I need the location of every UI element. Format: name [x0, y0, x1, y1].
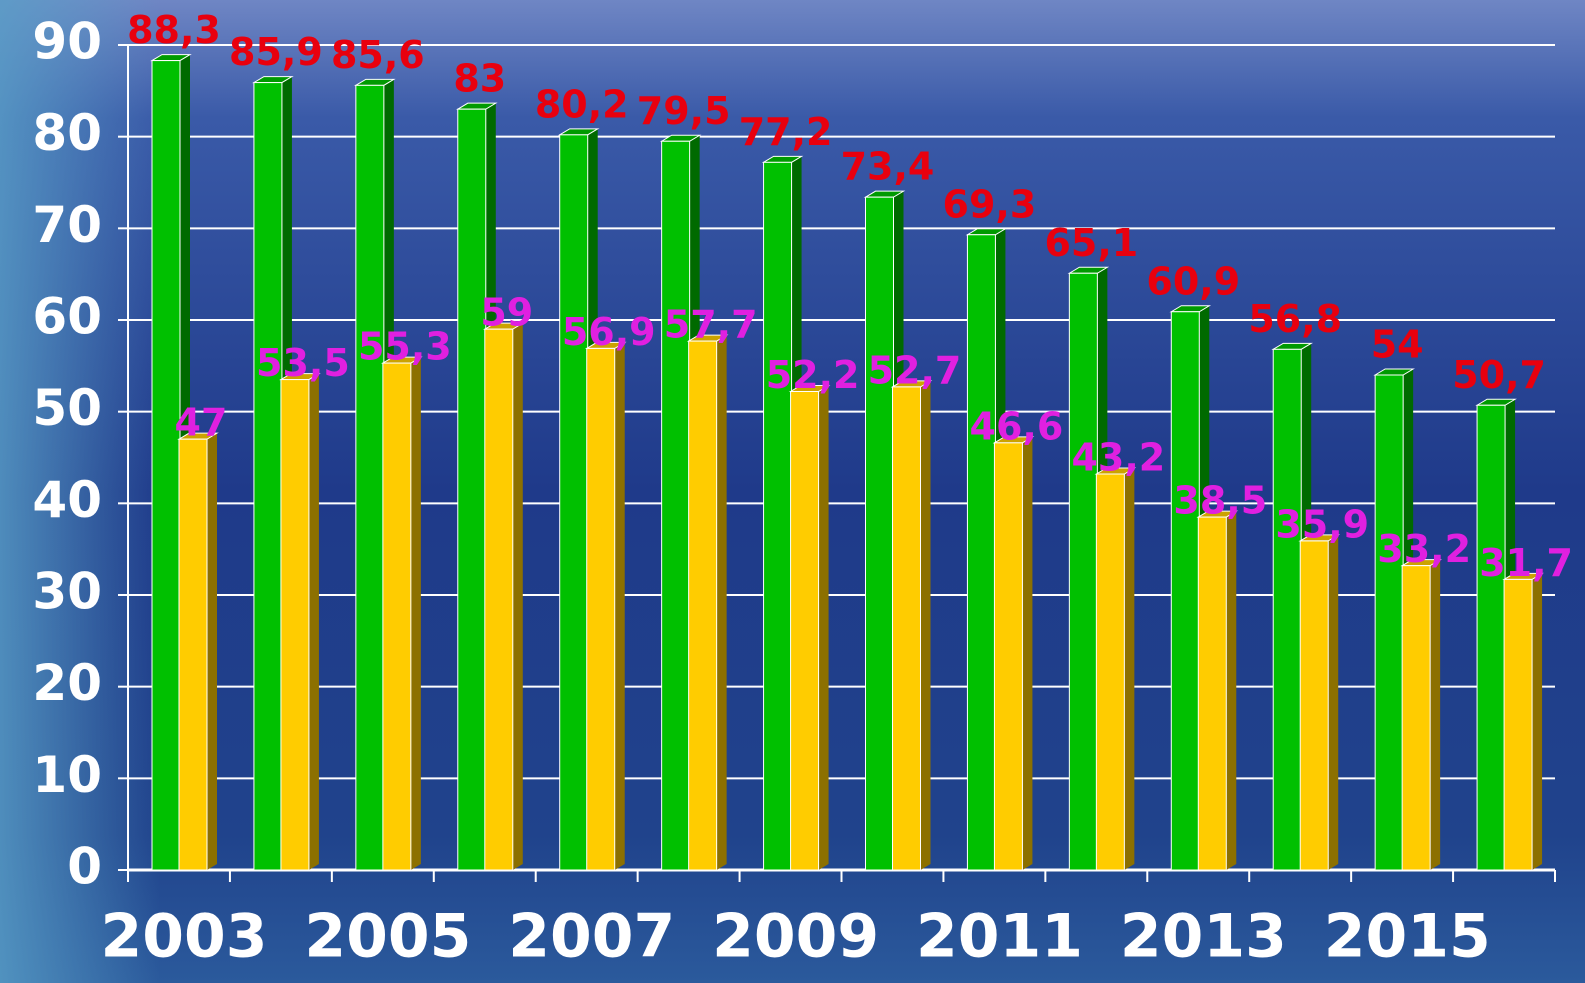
bar: [993, 442, 1023, 871]
y-tick-label: 10: [32, 746, 102, 804]
bar: [1503, 578, 1533, 871]
value-label: 56,9: [562, 310, 656, 354]
value-label: 56,8: [1248, 297, 1342, 341]
value-label: 54: [1371, 323, 1424, 367]
bar: [1374, 374, 1404, 871]
value-label: 80,2: [535, 82, 629, 126]
bar: [151, 60, 181, 871]
value-label: 47: [175, 401, 228, 445]
bar: [457, 108, 487, 871]
value-label: 60,9: [1146, 259, 1240, 303]
x-tick-label: 2009: [712, 902, 879, 972]
bar-side: [1022, 436, 1033, 870]
value-label: 53,5: [256, 341, 350, 385]
bar: [586, 347, 616, 871]
bar-side: [1430, 559, 1441, 870]
bar: [892, 386, 921, 871]
value-label: 52,2: [766, 353, 860, 397]
bar-side: [1124, 468, 1135, 870]
value-label: 52,7: [868, 348, 962, 392]
bar: [280, 379, 310, 871]
value-label: 59: [480, 291, 533, 335]
bar-side: [920, 380, 931, 870]
value-label: 55,3: [358, 325, 452, 369]
value-label: 38,5: [1173, 479, 1267, 523]
value-label: 43,2: [1071, 436, 1165, 480]
value-label: 65,1: [1044, 221, 1138, 265]
y-tick-label: 40: [32, 471, 102, 529]
bar-side: [716, 335, 727, 870]
bar: [661, 140, 691, 871]
value-label: 69,3: [943, 182, 1037, 226]
value-label: 33,2: [1377, 527, 1471, 571]
bar: [1095, 473, 1125, 871]
bar-side: [614, 342, 625, 871]
value-label: 85,9: [229, 30, 323, 74]
bar: [559, 134, 589, 871]
bar: [1299, 540, 1329, 871]
bar-side: [818, 385, 829, 870]
bar-side: [1226, 511, 1237, 870]
bar-side: [512, 323, 523, 871]
bar-side: [308, 373, 319, 870]
y-tick-label: 80: [32, 104, 102, 162]
x-tick-label: 2007: [508, 902, 675, 972]
bar: [966, 234, 996, 871]
bar: [790, 391, 820, 871]
value-label: 46,6: [970, 404, 1064, 448]
y-tick-label: 30: [32, 563, 102, 621]
y-tick-label: 90: [32, 13, 102, 71]
bar: [763, 161, 793, 871]
x-tick-label: 2013: [1120, 902, 1287, 972]
value-label: 35,9: [1275, 502, 1369, 546]
bar: [1170, 311, 1200, 871]
background-glow: [0, 0, 160, 983]
value-label: 85,6: [331, 33, 425, 77]
y-tick-label: 0: [67, 838, 102, 896]
y-tick-label: 70: [32, 196, 102, 254]
bar: [1476, 404, 1506, 871]
bar: [865, 196, 894, 871]
bar-side: [410, 357, 421, 870]
value-label: 57,7: [664, 303, 758, 347]
bar-side: [1532, 573, 1543, 870]
y-tick-label: 20: [32, 654, 102, 712]
bar: [688, 340, 718, 871]
value-label: 77,2: [739, 110, 833, 154]
bar-side: [1328, 534, 1339, 870]
bar: [355, 84, 385, 871]
bar: [178, 438, 208, 871]
value-label: 31,7: [1479, 541, 1573, 585]
bar: [1401, 565, 1431, 871]
value-label: 50,7: [1452, 353, 1546, 397]
bar: [1272, 348, 1302, 871]
bar-side: [207, 433, 217, 870]
value-label: 73,4: [841, 145, 935, 189]
bar: [484, 328, 514, 871]
x-tick-label: 2015: [1324, 902, 1491, 972]
value-label: 83: [453, 57, 506, 101]
y-tick-label: 60: [32, 288, 102, 346]
value-label: 88,3: [127, 8, 221, 52]
bar: [1068, 272, 1098, 871]
bar: [253, 82, 283, 871]
y-tick-label: 50: [32, 379, 102, 437]
value-label: 79,5: [637, 89, 731, 133]
x-tick-label: 2011: [916, 902, 1083, 972]
x-tick-label: 2003: [101, 902, 268, 972]
bar: [382, 362, 412, 871]
bar: [1197, 516, 1227, 871]
x-tick-label: 2005: [304, 902, 471, 972]
